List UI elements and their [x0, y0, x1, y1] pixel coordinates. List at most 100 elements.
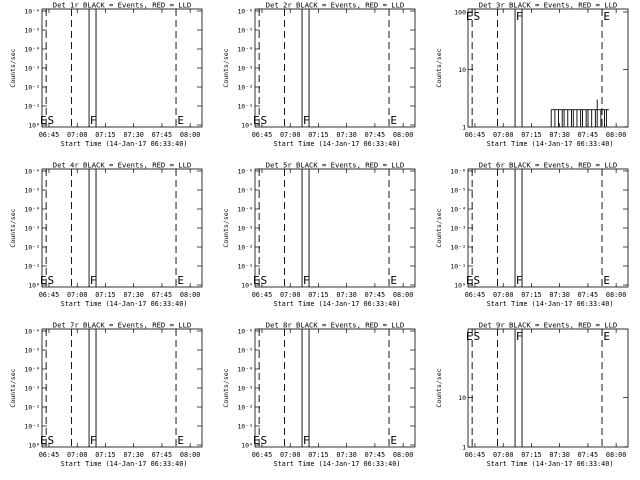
y-tick-label: 10⁰ [28, 442, 40, 450]
y-tick-label: 10⁰ [241, 122, 253, 130]
x-axis-label: Start Time (14-Jan-17 06:33:40) [274, 300, 401, 308]
plot-frame [467, 328, 629, 448]
y-tick-label: 10⁻⁵ [24, 347, 40, 355]
x-tick-label: 06:45 [252, 131, 272, 139]
event-label: E [253, 434, 260, 447]
panel-9: Det 9r BLACK = Events, RED = LLD Counts/s… [435, 321, 629, 468]
chart-title: Det 5r BLACK = Events, RED = LLD [266, 161, 404, 170]
x-tick-label: 06:45 [465, 131, 485, 139]
x-tick-label: 08:00 [606, 131, 626, 139]
x-tick-label: 07:15 [95, 291, 115, 299]
x-tick-label: 07:00 [493, 291, 513, 299]
event-label: S [474, 274, 481, 287]
x-tick-label: 08:00 [180, 131, 200, 139]
x-tick-label: 07:30 [123, 451, 143, 459]
y-tick-label: 1 [462, 444, 466, 452]
y-tick-label: 10⁰ [241, 282, 253, 290]
y-tick-label: 10⁰ [28, 122, 40, 130]
event-label: S [261, 114, 268, 127]
y-tick-label: 10⁻² [237, 84, 253, 92]
x-tick-label: 08:00 [606, 451, 626, 459]
x-tick-label: 07:45 [365, 131, 385, 139]
event-label: S [261, 434, 268, 447]
x-tick-label: 07:30 [549, 291, 569, 299]
event-label: E [177, 114, 184, 127]
y-tick-label: 10⁻² [24, 404, 40, 412]
y-tick-label: 10⁻¹ [237, 103, 253, 111]
panel-2: Det 2r BLACK = Events, RED = LLD Counts/s… [222, 1, 416, 148]
y-tick-label: 10⁻³ [24, 65, 40, 73]
y-tick-label: 10⁻⁴ [237, 46, 253, 54]
x-tick-label: 08:00 [180, 451, 200, 459]
x-tick-label: 06:45 [252, 291, 272, 299]
x-tick-label: 07:45 [578, 451, 598, 459]
y-tick-label: 10⁰ [28, 282, 40, 290]
plot-frame [254, 328, 416, 448]
event-label: S [261, 274, 268, 287]
panel-3: Det 3r BLACK = Events, RED = LLD Counts/s… [435, 1, 629, 148]
y-tick-label: 10⁻⁶ [237, 8, 253, 16]
event-label: E [390, 434, 397, 447]
event-label: F [90, 274, 97, 287]
x-tick-label: 06:45 [39, 131, 59, 139]
y-tick-label: 10⁻² [237, 404, 253, 412]
x-tick-label: 07:45 [152, 291, 172, 299]
y-tick-label: 10⁻⁵ [237, 187, 253, 195]
x-axis-label: Start Time (14-Jan-17 06:33:40) [61, 140, 188, 148]
x-tick-label: 07:00 [67, 131, 87, 139]
y-axis-label: Counts/sec [435, 48, 443, 87]
y-tick-label: 10⁻¹ [24, 423, 40, 431]
x-tick-label: 07:15 [521, 451, 541, 459]
panel-1: Det 1r BLACK = Events, RED = LLD Counts/s… [9, 1, 203, 148]
x-axis-label: Start Time (14-Jan-17 06:33:40) [487, 140, 614, 148]
y-tick-label: 10⁻⁶ [24, 168, 40, 176]
chart-title: Det 9r BLACK = Events, RED = LLD [479, 321, 617, 330]
x-tick-label: 07:30 [336, 291, 356, 299]
x-tick-label: 07:00 [67, 451, 87, 459]
x-tick-label: 07:00 [280, 131, 300, 139]
event-label: F [90, 114, 97, 127]
x-tick-label: 07:15 [95, 131, 115, 139]
x-tick-label: 08:00 [393, 131, 413, 139]
x-tick-label: 07:15 [308, 291, 328, 299]
x-tick-label: 07:15 [521, 131, 541, 139]
panel-8: Det 8r BLACK = Events, RED = LLD Counts/s… [222, 321, 416, 468]
y-tick-label: 10⁻³ [24, 225, 40, 233]
chart-title: Det 2r BLACK = Events, RED = LLD [266, 1, 404, 10]
y-tick-label: 10⁻² [450, 244, 466, 252]
event-label: E [253, 274, 260, 287]
chart-title: Det 7r BLACK = Events, RED = LLD [53, 321, 191, 330]
x-tick-label: 07:30 [336, 131, 356, 139]
x-axis-label: Start Time (14-Jan-17 06:33:40) [274, 460, 401, 468]
x-tick-label: 06:45 [465, 291, 485, 299]
x-tick-label: 07:30 [336, 451, 356, 459]
panel-6: Det 6r BLACK = Events, RED = LLD Counts/s… [435, 161, 629, 308]
plot-frame [41, 168, 203, 288]
y-tick-label: 10⁻³ [450, 225, 466, 233]
y-tick-label: 10⁻⁵ [450, 187, 466, 195]
chart-title: Det 8r BLACK = Events, RED = LLD [266, 321, 404, 330]
x-tick-label: 07:15 [308, 131, 328, 139]
plot-frame [467, 8, 629, 128]
y-axis-label: Counts/sec [222, 368, 230, 407]
event-label: E [603, 10, 610, 23]
plot-frame [41, 328, 203, 448]
y-tick-label: 10⁻⁵ [24, 27, 40, 35]
x-tick-label: 07:45 [365, 291, 385, 299]
x-tick-label: 07:00 [67, 291, 87, 299]
event-label: E [177, 434, 184, 447]
x-tick-label: 07:15 [95, 451, 115, 459]
event-label: E [253, 114, 260, 127]
event-label: F [516, 274, 523, 287]
x-tick-label: 07:15 [308, 451, 328, 459]
y-tick-label: 10⁻³ [237, 385, 253, 393]
x-axis-label: Start Time (14-Jan-17 06:33:40) [487, 300, 614, 308]
y-axis-label: Counts/sec [9, 208, 17, 247]
y-tick-label: 10⁻¹ [237, 263, 253, 271]
event-label: S [48, 434, 55, 447]
event-label: E [390, 274, 397, 287]
y-tick-label: 10⁻⁵ [24, 187, 40, 195]
plot-frame [467, 168, 629, 288]
chart-title: Det 3r BLACK = Events, RED = LLD [479, 1, 617, 10]
y-tick-label: 10⁻⁴ [237, 206, 253, 214]
